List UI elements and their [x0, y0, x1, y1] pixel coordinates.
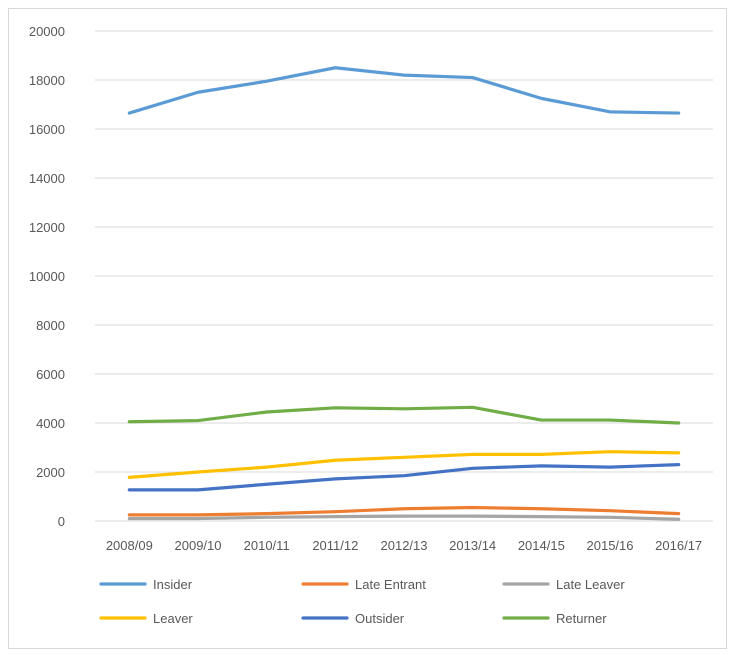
series-line-leaver — [127, 450, 681, 479]
series-line-late-leaver — [127, 514, 681, 521]
y-tick-label: 2000 — [36, 465, 65, 480]
x-tick-label: 2011/12 — [312, 538, 358, 553]
series-line-returner — [127, 405, 681, 425]
legend-label: Returner — [556, 611, 607, 626]
legend-item-outsider: Outsider — [301, 611, 405, 626]
legend-label: Outsider — [355, 611, 405, 626]
legend-label: Leaver — [153, 611, 193, 626]
legend-label: Late Entrant — [355, 577, 426, 592]
y-tick-label: 4000 — [36, 416, 65, 431]
x-tick-label: 2010/11 — [244, 538, 290, 553]
line-chart: 0 2000 4000 6000 8000 10000 12000 14000 16000 180… — [29, 24, 713, 626]
legend-item-late-leaver: Late Leaver — [502, 577, 625, 592]
x-axis-tick-labels: 2008/09 2009/10 2010/11 2011/12 2012/13 2013/… — [106, 538, 702, 553]
chart-container: 0 2000 4000 6000 8000 10000 12000 14000 16000 180… — [8, 8, 727, 649]
legend-label: Insider — [153, 577, 193, 592]
series-line-outsider — [127, 463, 681, 492]
x-tick-label: 2014/15 — [518, 538, 565, 553]
legend-item-insider: Insider — [99, 577, 193, 592]
y-tick-label: 16000 — [29, 122, 65, 137]
legend: Insider Late Entrant Late Leaver Leaver Outs… — [99, 577, 625, 626]
y-tick-label: 6000 — [36, 367, 65, 382]
x-tick-label: 2008/09 — [106, 538, 153, 553]
series-lines — [127, 66, 681, 521]
series-line-insider — [127, 66, 681, 115]
y-tick-label: 8000 — [36, 318, 65, 333]
x-tick-label: 2013/14 — [449, 538, 496, 553]
gridlines — [95, 30, 713, 522]
series-line-late-entrant — [127, 505, 681, 517]
x-tick-label: 2015/16 — [587, 538, 634, 553]
y-tick-label: 20000 — [29, 24, 65, 39]
y-tick-label: 12000 — [29, 220, 65, 235]
y-axis-tick-labels: 0 2000 4000 6000 8000 10000 12000 14000 16000 180… — [29, 24, 65, 529]
legend-item-late-entrant: Late Entrant — [301, 577, 426, 592]
x-tick-label: 2016/17 — [655, 538, 702, 553]
legend-item-leaver: Leaver — [99, 611, 193, 626]
y-tick-label: 10000 — [29, 269, 65, 284]
x-tick-label: 2012/13 — [381, 538, 428, 553]
y-tick-label: 14000 — [29, 171, 65, 186]
legend-label: Late Leaver — [556, 577, 625, 592]
legend-item-returner: Returner — [502, 611, 607, 626]
x-tick-label: 2009/10 — [175, 538, 222, 553]
y-tick-label: 18000 — [29, 73, 65, 88]
y-tick-label: 0 — [58, 514, 65, 529]
